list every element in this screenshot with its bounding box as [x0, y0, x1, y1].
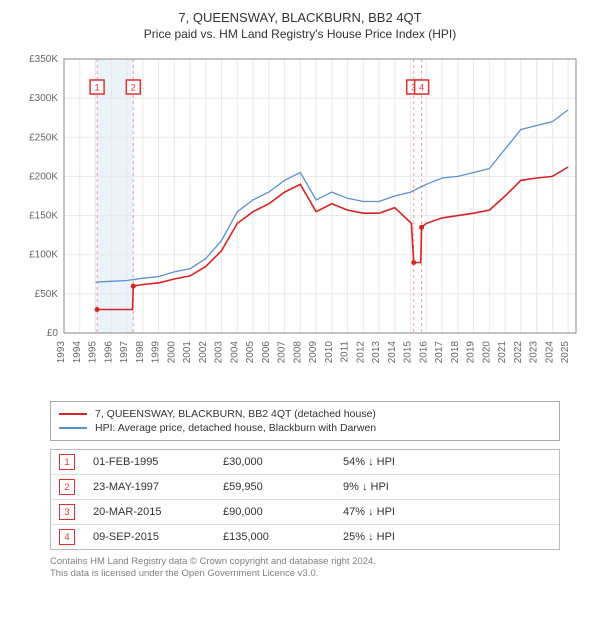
attribution-line-1: Contains HM Land Registry data © Crown c…	[50, 556, 560, 568]
svg-text:2020: 2020	[481, 341, 492, 364]
svg-text:2012: 2012	[355, 341, 366, 364]
event-date: 09-SEP-2015	[93, 531, 223, 543]
legend-swatch	[59, 427, 87, 430]
svg-text:2018: 2018	[450, 341, 461, 364]
svg-text:2014: 2014	[387, 341, 398, 364]
svg-text:1996: 1996	[103, 341, 114, 364]
event-pct: 47% ↓ HPI	[343, 506, 551, 518]
event-pct: 25% ↓ HPI	[343, 531, 551, 543]
svg-text:2: 2	[131, 83, 136, 93]
svg-text:2022: 2022	[513, 341, 524, 364]
event-pct: 54% ↓ HPI	[343, 456, 551, 468]
svg-text:2023: 2023	[529, 341, 540, 364]
svg-text:2024: 2024	[544, 341, 555, 364]
event-date: 23-MAY-1997	[93, 481, 223, 493]
event-marker: 3	[59, 504, 75, 520]
legend: 7, QUEENSWAY, BLACKBURN, BB2 4QT (detach…	[50, 401, 560, 441]
svg-text:2025: 2025	[560, 341, 571, 364]
svg-text:2019: 2019	[466, 341, 477, 364]
svg-text:£50K: £50K	[35, 289, 59, 300]
table-row: 2 23-MAY-1997£59,9509% ↓ HPI	[51, 475, 559, 500]
event-date: 01-FEB-1995	[93, 456, 223, 468]
attribution-line-2: This data is licensed under the Open Gov…	[50, 568, 560, 580]
event-date: 20-MAR-2015	[93, 506, 223, 518]
page-title: 7, QUEENSWAY, BLACKBURN, BB2 4QT	[10, 10, 590, 25]
svg-text:1999: 1999	[151, 341, 162, 364]
svg-text:2001: 2001	[182, 341, 193, 364]
svg-text:2017: 2017	[434, 341, 445, 364]
legend-swatch	[59, 413, 87, 416]
svg-text:2006: 2006	[261, 341, 272, 364]
svg-text:2013: 2013	[371, 341, 382, 364]
price-chart: £0 £50K £100K £150K £200K £250K £300K £350K 1993…	[20, 49, 580, 389]
table-row: 4 09-SEP-2015£135,00025% ↓ HPI	[51, 525, 559, 549]
table-row: 1 01-FEB-1995£30,00054% ↓ HPI	[51, 450, 559, 475]
svg-text:1995: 1995	[88, 341, 99, 364]
svg-text:2004: 2004	[229, 341, 240, 364]
event-price: £59,950	[223, 481, 343, 493]
svg-text:£100K: £100K	[29, 250, 58, 261]
svg-text:£0: £0	[47, 328, 59, 339]
svg-text:£300K: £300K	[29, 93, 58, 104]
event-price: £135,000	[223, 531, 343, 543]
legend-label: 7, QUEENSWAY, BLACKBURN, BB2 4QT (detach…	[95, 408, 376, 420]
svg-text:2016: 2016	[418, 341, 429, 364]
svg-text:1997: 1997	[119, 341, 130, 364]
event-pct: 9% ↓ HPI	[343, 481, 551, 493]
svg-text:£150K: £150K	[29, 211, 58, 222]
event-price: £30,000	[223, 456, 343, 468]
event-marker: 2	[59, 479, 75, 495]
svg-text:2008: 2008	[292, 341, 303, 364]
svg-text:2010: 2010	[324, 341, 335, 364]
table-row: 3 20-MAR-2015£90,00047% ↓ HPI	[51, 500, 559, 525]
legend-label: HPI: Average price, detached house, Blac…	[95, 422, 376, 434]
svg-text:£200K: £200K	[29, 171, 58, 182]
attribution: Contains HM Land Registry data © Crown c…	[50, 556, 560, 581]
svg-text:2011: 2011	[340, 341, 351, 363]
svg-text:1993: 1993	[56, 341, 67, 364]
event-marker: 1	[59, 454, 75, 470]
page-subtitle: Price paid vs. HM Land Registry's House …	[10, 27, 590, 41]
svg-text:2009: 2009	[308, 341, 319, 364]
svg-text:2000: 2000	[166, 341, 177, 364]
svg-text:2015: 2015	[403, 341, 414, 364]
svg-text:4: 4	[419, 83, 424, 93]
events-table: 1 01-FEB-1995£30,00054% ↓ HPI 2 23-MAY-1997…	[50, 449, 560, 550]
svg-text:1: 1	[95, 83, 100, 93]
svg-text:2002: 2002	[198, 341, 209, 364]
legend-item: HPI: Average price, detached house, Blac…	[59, 422, 551, 434]
svg-text:1998: 1998	[135, 341, 146, 364]
legend-item: 7, QUEENSWAY, BLACKBURN, BB2 4QT (detach…	[59, 408, 551, 420]
event-price: £90,000	[223, 506, 343, 518]
event-marker: 4	[59, 529, 75, 545]
svg-text:2005: 2005	[245, 341, 256, 364]
svg-text:£250K: £250K	[29, 132, 58, 143]
svg-text:2007: 2007	[277, 341, 288, 364]
svg-text:2021: 2021	[497, 341, 508, 364]
svg-text:1994: 1994	[72, 341, 83, 364]
svg-text:2003: 2003	[214, 341, 225, 364]
svg-text:£350K: £350K	[29, 54, 58, 65]
